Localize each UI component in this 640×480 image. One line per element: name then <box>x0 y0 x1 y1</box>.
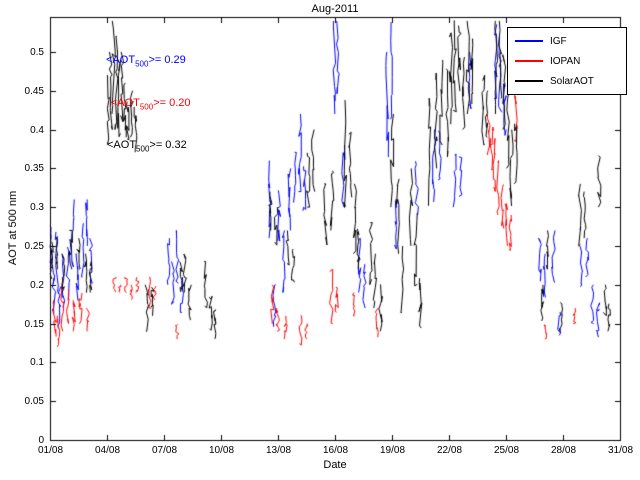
x-axis-label: Date <box>323 459 347 471</box>
x-tick-label: 22/08 <box>436 445 463 456</box>
annotation-text: >= 0.20 <box>153 96 191 109</box>
y-tick-label: 0 <box>38 434 44 446</box>
legend-entry-solaraot: SolarAOT <box>515 76 619 87</box>
y-tick-label: 0.25 <box>24 240 44 252</box>
annotation-text: >= 0.29 <box>148 54 186 67</box>
legend-entry-iopan: IOPAN <box>515 56 619 67</box>
annotation-text: <AOT <box>110 96 140 109</box>
y-tick-label: 0.1 <box>30 356 44 368</box>
x-tick-label: 13/08 <box>265 445 292 456</box>
annotation-subscript: 500 <box>139 102 154 112</box>
x-tick-label: 10/08 <box>208 445 235 456</box>
y-tick-label: 0.2 <box>30 279 44 291</box>
y-tick-label: 0.35 <box>24 162 44 174</box>
x-tick-label: 01/08 <box>37 445 64 456</box>
y-tick-label: 0.15 <box>24 318 44 330</box>
annotation-subscript: 500 <box>135 59 149 69</box>
legend-label-igf: IGF <box>550 35 567 47</box>
legend: IGF IOPAN SolarAOT <box>507 27 627 95</box>
x-tick-label: 07/08 <box>151 445 178 456</box>
y-tick-label: 0.45 <box>24 85 44 97</box>
x-tick-label: 25/08 <box>493 445 520 456</box>
legend-line-icon-igf <box>515 40 543 42</box>
x-tick-label: 04/08 <box>94 445 121 456</box>
annotation-mean-iopan: <AOT500>= 0.20 <box>111 97 191 111</box>
legend-line-icon-solaraot <box>515 80 543 82</box>
legend-entry-igf: IGF <box>515 36 619 47</box>
y-tick-label: 0.3 <box>30 201 44 213</box>
x-tick-label: 16/08 <box>322 445 349 456</box>
annotation-text: <AOT <box>107 139 137 152</box>
y-tick-label: 0.4 <box>30 124 44 136</box>
legend-line-icon-iopan <box>515 60 543 62</box>
annotation-mean-solaraot: <AOT500>= 0.32 <box>107 140 187 154</box>
chart-title: Aug-2011 <box>311 3 359 15</box>
annotation-mean-igf: <AOT500>= 0.29 <box>106 54 186 68</box>
legend-label-iopan: IOPAN <box>550 55 581 67</box>
annotation-text: <AOT <box>106 54 136 67</box>
annotation-subscript: 500 <box>136 144 150 154</box>
y-tick-label: 0.05 <box>24 395 44 407</box>
x-tick-label: 31/08 <box>607 445 634 456</box>
annotation-text: >= 0.32 <box>149 139 187 152</box>
x-tick-label: 19/08 <box>379 445 406 456</box>
x-tick-label: 28/08 <box>550 445 577 456</box>
legend-label-solaraot: SolarAOT <box>550 75 594 87</box>
y-tick-label: 0.5 <box>30 46 44 58</box>
